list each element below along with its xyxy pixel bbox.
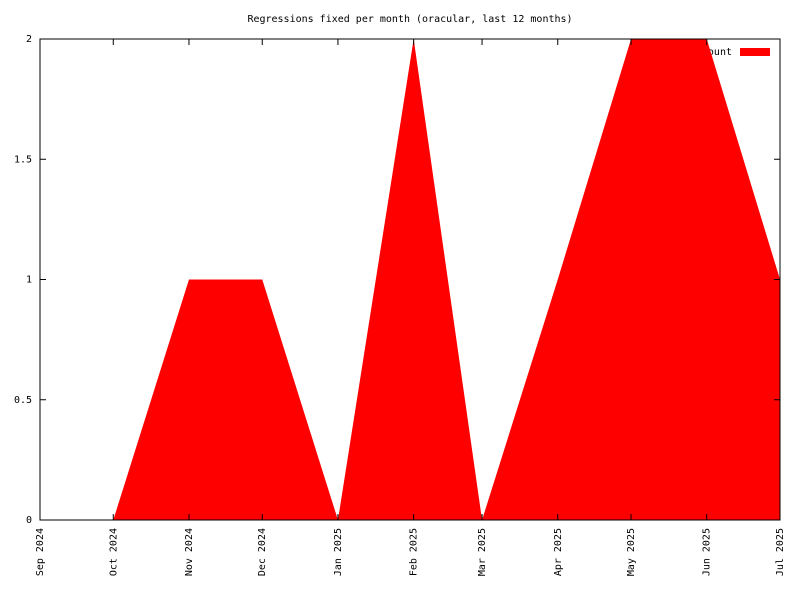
area (40, 39, 780, 520)
legend-swatch (740, 48, 770, 56)
x-tick-label: Oct 2024 (108, 528, 119, 576)
legend-label: count (702, 47, 732, 58)
y-tick-label: 1 (26, 275, 32, 286)
x-tick-label: Jun 2025 (702, 528, 713, 576)
x-tick-label: Apr 2025 (553, 528, 564, 576)
x-tick-label: Jul 2025 (775, 528, 786, 576)
x-tick-label: Dec 2024 (257, 528, 268, 576)
x-tick-label: Nov 2024 (184, 528, 195, 576)
y-tick-label: 0.5 (14, 395, 32, 406)
y-tick-label: 1.5 (14, 154, 32, 165)
x-tick-label: Feb 2025 (409, 528, 420, 576)
x-tick-label: Jan 2025 (333, 528, 344, 576)
y-tick-label: 0 (26, 515, 32, 526)
x-tick-label: Sep 2024 (35, 528, 46, 576)
chart-title: Regressions fixed per month (oracular, l… (247, 14, 572, 25)
x-tick-label: May 2025 (626, 528, 637, 576)
x-tick-label: Mar 2025 (477, 528, 488, 576)
y-tick-label: 2 (26, 34, 32, 45)
